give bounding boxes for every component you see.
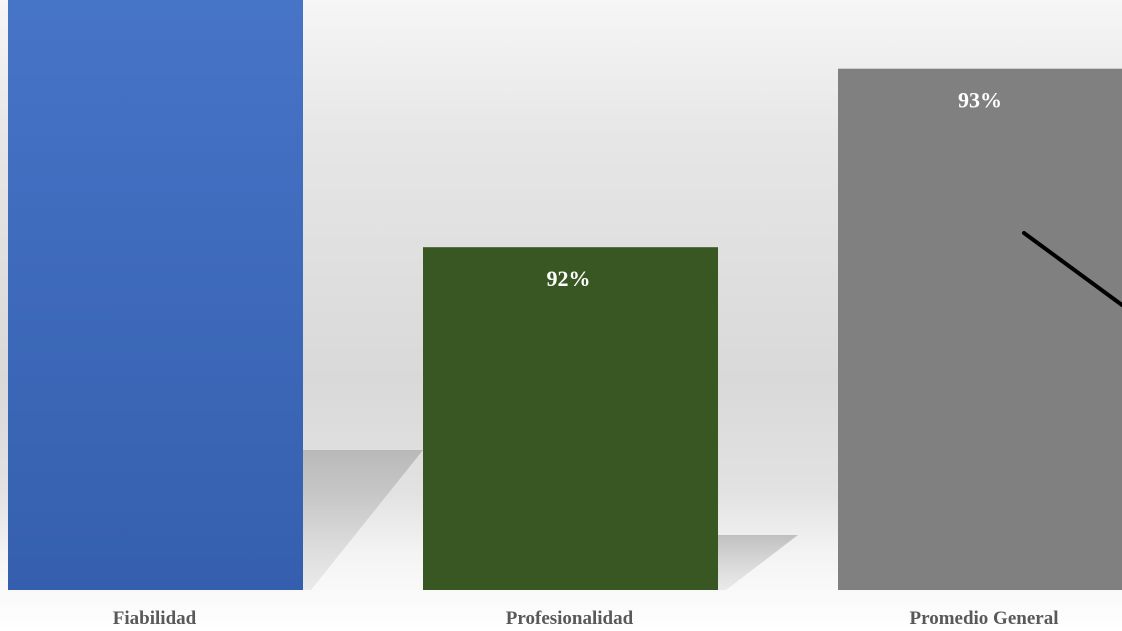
bar-profesionalidad (423, 247, 718, 590)
trend-line (1022, 231, 1122, 307)
category-labels-group: Fiabilidad Profesionalidad Promedio Genera… (113, 608, 1059, 629)
data-label: 92% (547, 266, 591, 291)
bar-shadow-1 (303, 450, 423, 590)
data-label: 93% (958, 88, 1002, 113)
category-label: Profesionalidad (506, 608, 634, 629)
bar-promedio-general (838, 68, 1122, 590)
bar-shadow-2 (718, 535, 798, 590)
category-label: Promedio General (910, 608, 1059, 629)
bars-group (8, 0, 1122, 590)
data-labels-group: 93%92%93% (547, 88, 1003, 292)
bar-fiabilidad (8, 0, 303, 590)
bar-shadows (303, 450, 798, 590)
category-label: Fiabilidad (113, 608, 197, 629)
